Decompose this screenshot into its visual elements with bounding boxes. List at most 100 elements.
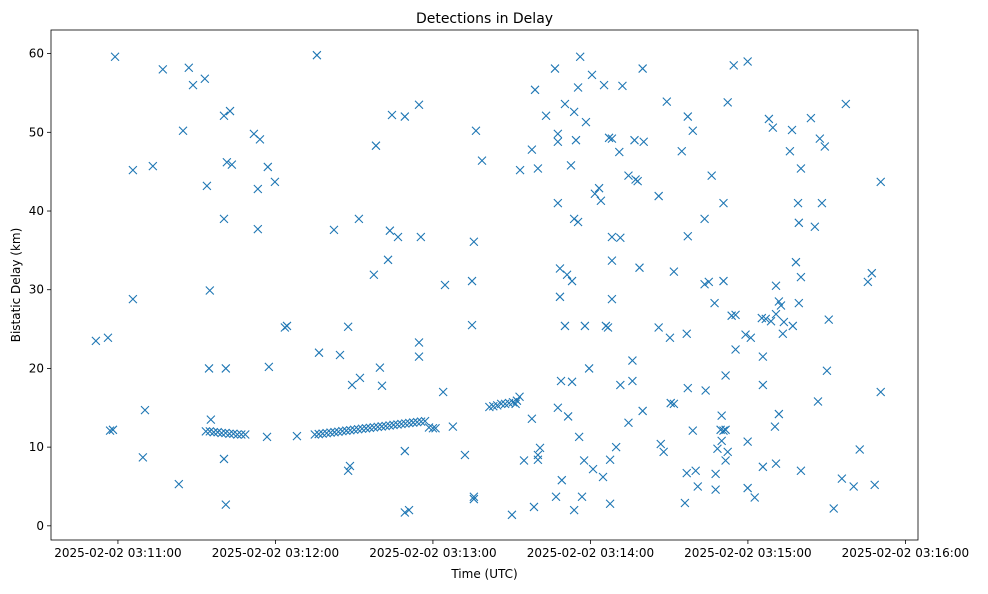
x-axis: 2025-02-02 03:11:00 2025-02-02 03:12:00 20… [54,540,969,560]
data-point [553,137,563,147]
data-point [743,483,753,493]
data-point [575,52,585,62]
data-point [148,161,158,171]
data-point [400,419,410,428]
data-point [371,141,381,151]
y-tick-label: 40 [29,204,44,218]
data-point [567,276,577,286]
data-point [577,492,587,502]
data-point [404,505,414,515]
y-tick-label: 20 [29,361,44,375]
data-point [704,277,714,287]
data-point [746,333,756,343]
data-point [400,112,410,121]
data-point [603,323,613,332]
data-point [638,406,648,416]
data-point [408,418,418,427]
data-point [584,364,594,373]
data-point [791,257,801,267]
data-point [628,356,637,365]
data-point [393,232,403,242]
data-point [758,352,768,362]
data-point [373,422,383,432]
data-point [573,83,583,92]
data-point [768,123,778,132]
x-axis-label: Time (UTC) [450,567,517,581]
data-point [788,321,798,331]
data-point [758,380,768,390]
data-point [569,505,579,515]
data-point [758,462,768,472]
data-point [870,480,880,490]
data-point [377,381,387,391]
data-point [428,423,438,433]
data-point [598,472,608,482]
data-point [605,455,615,465]
data-point [314,429,324,439]
y-axis-label: Bistatic Delay (km) [9,228,23,343]
data-point [766,316,776,326]
data-point [607,256,617,265]
data-point [841,99,851,109]
data-point [717,411,727,421]
data-point [771,309,781,319]
data-point [607,232,617,242]
data-point [369,270,379,280]
data-point [849,482,859,491]
x-tick-label: 2025-02-02 03:16:00 [842,546,969,560]
data-point [863,277,873,287]
data-point [329,225,339,235]
data-point [219,214,229,224]
data-point [794,218,804,228]
data-point [375,363,385,373]
data-point [557,475,567,485]
data-point [630,135,639,145]
points-layer [91,50,886,520]
data-point [282,321,292,331]
data-point [400,446,410,456]
data-point [355,373,365,383]
data-point [529,502,539,512]
data-point [206,415,216,424]
data-point [815,134,825,143]
data-point [535,443,545,453]
data-point [639,137,649,147]
data-point [221,364,231,373]
y-tick-label: 10 [29,440,44,454]
data-point [414,338,424,347]
data-point [550,64,560,73]
data-point [764,114,774,124]
data-point [158,64,168,74]
data-point [343,322,353,332]
data-point [236,430,246,439]
data-point [771,459,781,469]
data-point [225,106,235,116]
data-point [794,298,804,308]
data-point [719,276,728,286]
data-point [110,52,120,62]
data-point [659,447,669,457]
data-point [560,321,570,331]
data-point [361,423,371,433]
data-point [731,310,740,320]
data-point [337,426,347,436]
data-point [721,371,730,380]
data-point [580,321,590,331]
data-point [253,184,263,194]
data-point [688,426,698,435]
y-tick-label: 30 [29,283,44,297]
data-point [590,189,600,199]
data-point [778,329,788,339]
y-tick-label: 50 [29,125,44,139]
data-point [677,146,687,156]
y-axis: 0 10 20 30 40 50 60 [29,47,51,533]
data-point [232,430,242,439]
data-point [770,422,780,432]
data-point [412,417,422,427]
data-point [607,134,617,143]
data-point [682,468,692,478]
data-point [710,298,719,308]
data-point [381,421,391,431]
data-point [221,500,231,509]
data-point [555,292,565,302]
